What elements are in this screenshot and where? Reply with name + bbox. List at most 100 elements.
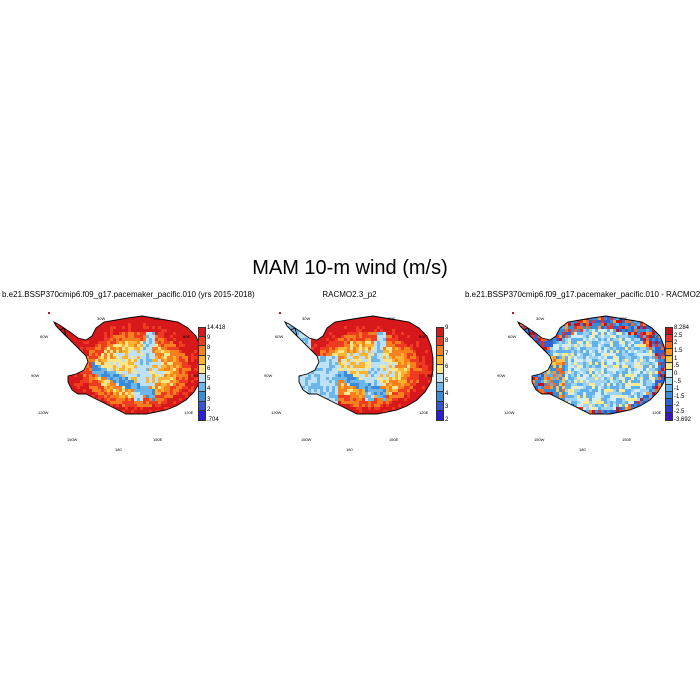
map-cell: [386, 365, 390, 369]
map-cell: [350, 359, 354, 363]
map-cell: [155, 344, 159, 348]
map-cell: [356, 401, 360, 405]
map-cell: [583, 365, 587, 369]
map-cell: [107, 413, 111, 414]
map-cell: [332, 374, 336, 378]
map-cell: [314, 317, 318, 321]
map-cell: [353, 323, 357, 327]
map-cell: [646, 380, 650, 384]
map-cell: [425, 320, 429, 324]
map-cell: [347, 395, 351, 399]
map-cell: [556, 320, 560, 324]
map-cell: [577, 338, 581, 342]
map-cell: [299, 404, 303, 408]
map-cell: [610, 317, 614, 321]
map-cell: [535, 368, 539, 372]
map-cell: [170, 389, 174, 393]
map-cell: [68, 380, 72, 384]
map-cell: [110, 335, 114, 339]
map-cell: [362, 368, 366, 372]
map-cell: [392, 404, 396, 408]
colorbar-label: 9: [445, 325, 449, 331]
map-cell: [128, 347, 132, 351]
map-cell: [191, 320, 195, 324]
map-cell: [56, 356, 60, 360]
map-cell: [422, 338, 426, 342]
map-cell: [281, 350, 284, 353]
map-cell: [59, 374, 63, 378]
map-cell: [140, 365, 144, 369]
map-cell: [95, 365, 99, 369]
map-cell: [107, 362, 111, 366]
map-cell: [514, 356, 517, 359]
map-cell: [329, 395, 333, 399]
map-cell: [140, 326, 144, 330]
map-cell: [98, 374, 102, 378]
map-cell: [637, 344, 641, 348]
map-cell: [83, 398, 87, 402]
map-cell: [649, 374, 653, 378]
map-cell: [290, 386, 294, 390]
map-cell: [98, 365, 102, 369]
map-cell: [353, 410, 357, 414]
map-cell: [287, 392, 291, 396]
map-cell: [532, 326, 536, 330]
map-cell: [344, 344, 348, 348]
map-cell: [161, 404, 165, 408]
map-cell: [404, 416, 407, 419]
map-cell: [425, 416, 428, 419]
map-cell: [149, 356, 153, 360]
map-cell: [380, 332, 384, 336]
map-cell: [143, 404, 147, 408]
map-cell: [338, 377, 342, 381]
map-cell: [371, 401, 375, 405]
map-cell: [664, 320, 666, 324]
colorbar-label: 7: [445, 351, 449, 358]
map-cell: [164, 335, 168, 339]
map-cell: [559, 323, 563, 327]
map-cell: [413, 407, 417, 411]
map-cell: [374, 395, 378, 399]
map-cell: [104, 344, 108, 348]
lon-label-60e: 60E: [183, 334, 191, 339]
map-cell: [380, 359, 384, 363]
map-cell: [137, 386, 141, 390]
map-cell: [101, 371, 105, 375]
map-cell: [362, 407, 366, 411]
map-cell: [616, 341, 620, 345]
map-cell: [544, 374, 548, 378]
map-cell: [149, 383, 153, 387]
map-cell: [655, 316, 659, 318]
lon-label-30w: 30W: [302, 316, 311, 321]
map-cell: [392, 395, 396, 399]
map-cell: [434, 323, 437, 326]
map-cell: [281, 347, 284, 350]
map-cell: [176, 326, 180, 330]
map-cell: [365, 323, 369, 327]
map-cell: [646, 374, 650, 378]
map-cell: [377, 398, 381, 402]
map-cell: [401, 353, 405, 357]
map-cell: [143, 407, 147, 411]
map-cell: [610, 359, 614, 363]
map-cell: [356, 389, 360, 393]
map-cell: [104, 356, 108, 360]
map-cell: [625, 383, 629, 387]
map-cell: [197, 377, 201, 381]
map-cell: [583, 359, 587, 363]
map-cell: [101, 353, 105, 357]
map-cell: [631, 329, 635, 333]
map-cell: [395, 374, 399, 378]
map-cell: [158, 350, 162, 354]
map-cell: [562, 368, 566, 372]
map-cell: [50, 392, 53, 395]
map-cell: [158, 389, 162, 393]
map-cell: [323, 359, 327, 363]
map-cell: [428, 365, 432, 369]
colorbar-label: 4: [207, 386, 211, 393]
map-cell: [146, 401, 150, 405]
map-cell: [290, 320, 294, 324]
map-cell: [655, 350, 659, 354]
map-cell: [323, 377, 327, 381]
map-cell: [368, 347, 372, 351]
